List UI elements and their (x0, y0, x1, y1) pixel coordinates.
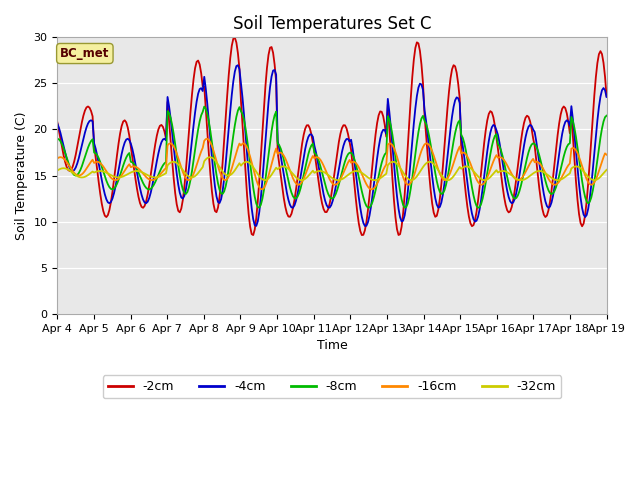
-8cm (575, 156, 583, 162)
Title: Soil Temperatures Set C: Soil Temperatures Set C (233, 15, 431, 33)
-32cm (591, 177, 598, 183)
-4cm (361, 223, 369, 229)
-2cm (217, 179, 225, 185)
-4cm (121, 140, 129, 145)
Line: -4cm: -4cm (58, 65, 607, 226)
-8cm (200, 104, 208, 109)
-2cm (246, 224, 254, 230)
-16cm (367, 186, 375, 192)
Line: -8cm: -8cm (58, 107, 607, 208)
Text: BC_met: BC_met (60, 47, 109, 60)
-32cm (219, 168, 227, 174)
-32cm (54, 168, 61, 173)
-16cm (121, 168, 129, 174)
Line: -2cm: -2cm (58, 37, 607, 235)
-2cm (297, 151, 305, 157)
-32cm (295, 177, 303, 182)
Line: -16cm: -16cm (58, 139, 607, 189)
-32cm (237, 163, 245, 168)
-32cm (246, 161, 254, 167)
-8cm (237, 108, 245, 114)
-16cm (219, 175, 227, 181)
-16cm (237, 143, 245, 148)
-16cm (295, 182, 303, 188)
-4cm (217, 196, 225, 202)
Line: -32cm: -32cm (58, 157, 607, 180)
-4cm (295, 183, 303, 189)
-8cm (246, 161, 254, 167)
-32cm (207, 154, 214, 160)
X-axis label: Time: Time (317, 339, 348, 352)
-4cm (246, 190, 254, 196)
-2cm (54, 120, 61, 125)
-32cm (121, 173, 129, 179)
-16cm (575, 154, 583, 160)
-2cm (121, 118, 129, 123)
Y-axis label: Soil Temperature (C): Soil Temperature (C) (15, 111, 28, 240)
-2cm (231, 35, 239, 40)
-2cm (237, 98, 245, 104)
-2cm (250, 232, 257, 238)
-16cm (603, 152, 611, 157)
-4cm (603, 94, 611, 100)
-8cm (54, 136, 61, 142)
-2cm (575, 211, 583, 217)
-8cm (603, 113, 611, 119)
-16cm (246, 154, 254, 160)
-16cm (204, 136, 211, 142)
-4cm (54, 121, 61, 127)
-4cm (575, 181, 583, 187)
-32cm (573, 164, 581, 169)
-16cm (54, 156, 61, 161)
-8cm (474, 205, 482, 211)
-2cm (603, 93, 611, 99)
-32cm (603, 167, 611, 173)
-4cm (237, 81, 245, 87)
-8cm (295, 190, 303, 196)
-8cm (121, 158, 129, 164)
Legend: -2cm, -4cm, -8cm, -16cm, -32cm: -2cm, -4cm, -8cm, -16cm, -32cm (103, 375, 561, 398)
-8cm (219, 191, 227, 197)
-4cm (234, 62, 242, 68)
